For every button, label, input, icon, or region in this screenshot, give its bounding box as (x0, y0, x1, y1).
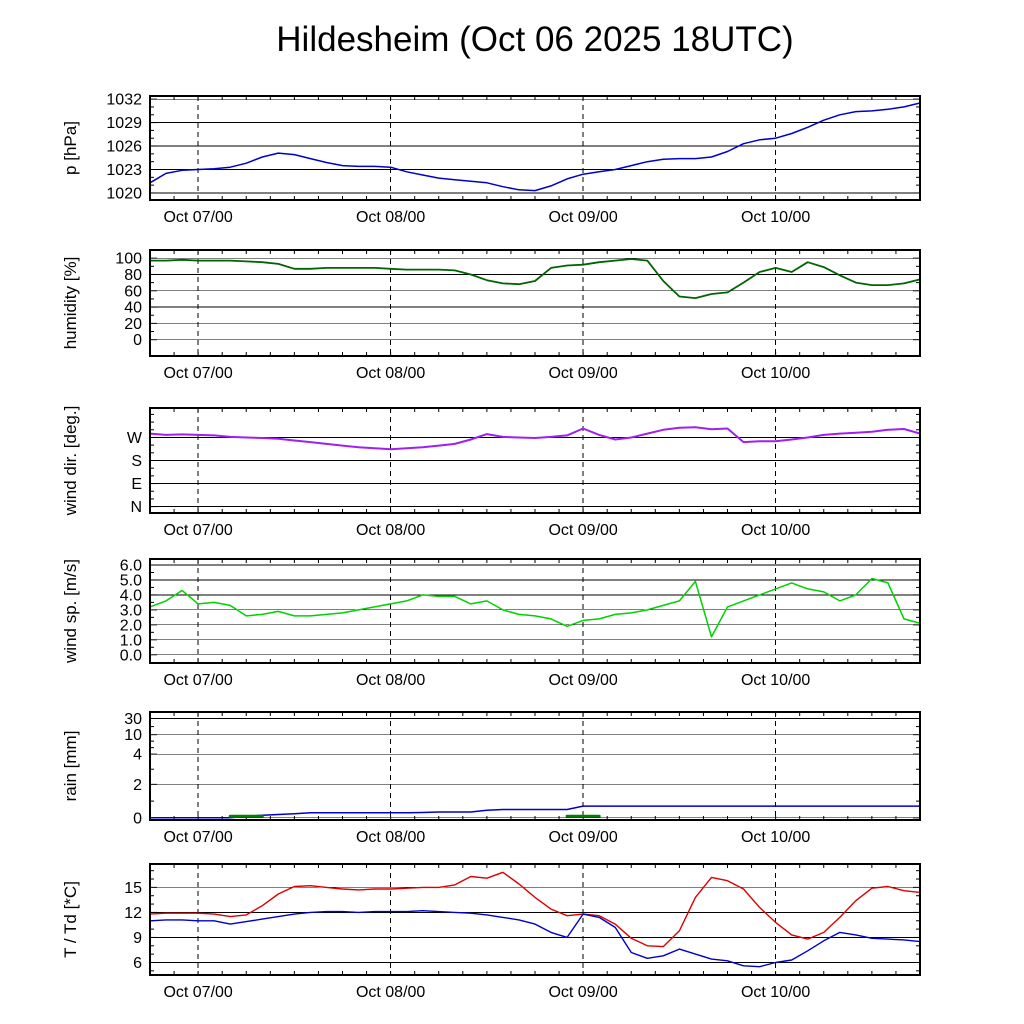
y-axis-label: p [hPa] (61, 121, 80, 175)
y-tick-label: 30 (124, 711, 142, 728)
x-tick-label: Oct 08/00 (356, 522, 425, 539)
y-tick-label: 1029 (106, 115, 142, 132)
series-wind-speed (150, 577, 920, 638)
y-tick-label: 0 (133, 332, 142, 349)
panel-frame (149, 407, 921, 514)
y-axis-label: T / Td [*C] (61, 881, 80, 958)
x-tick-label: Oct 07/00 (163, 984, 232, 1001)
series-wind-direction (150, 426, 920, 451)
y-axis-label: humidity [%] (61, 257, 80, 350)
y-tick-label: W (127, 430, 143, 447)
y-tick-label: 5.0 (120, 572, 142, 589)
panel-frame (149, 249, 921, 357)
series-pressure (150, 102, 920, 192)
y-tick-label: 80 (124, 267, 142, 284)
y-tick-label: S (131, 453, 142, 470)
x-tick-label: Oct 10/00 (741, 829, 810, 846)
y-tick-label: 2 (133, 777, 142, 794)
y-tick-label: 3.0 (120, 602, 142, 619)
series-humidity (150, 258, 920, 299)
panel-wind-speed: 6.05.04.03.02.01.00.0 Oct 07/00 Oct 08/00 O… (61, 557, 921, 689)
x-tick-label: Oct 08/00 (356, 209, 425, 226)
y-tick-label: 2.0 (120, 617, 142, 634)
panel-pressure: 1020 1023 1026 1029 1032 Oct 07/00 Oct 08/00 Oc… (61, 92, 921, 226)
x-tick-label: Oct 09/00 (548, 829, 617, 846)
y-tick-label: 1032 (106, 92, 142, 109)
x-tick-label: Oct 09/00 (548, 522, 617, 539)
x-tick-label: Oct 07/00 (163, 209, 232, 226)
y-tick-label: 4.0 (120, 587, 142, 604)
x-tick-label: Oct 09/00 (548, 672, 617, 689)
x-tick-label: Oct 09/00 (548, 365, 617, 382)
y-tick-label: 100 (115, 251, 142, 268)
x-tick-label: Oct 10/00 (741, 522, 810, 539)
y-tick-label: 10 (124, 727, 142, 744)
x-tick-label: Oct 09/00 (548, 984, 617, 1001)
y-axis-label: wind dir. [deg.] (61, 406, 80, 517)
panel-frame (149, 711, 921, 821)
y-tick-label: 6 (133, 955, 142, 972)
y-tick-label: E (131, 476, 142, 493)
y-tick-label: 60 (124, 283, 142, 300)
x-tick-label: Oct 10/00 (741, 672, 810, 689)
x-tick-label: Oct 10/00 (741, 365, 810, 382)
series-temperature (150, 871, 920, 948)
x-tick-label: Oct 10/00 (741, 984, 810, 1001)
y-tick-label: 20 (124, 316, 142, 333)
panel-frame (149, 558, 921, 664)
y-tick-label: 6.0 (120, 557, 142, 574)
chart-title: Hildesheim (Oct 06 2025 18UTC) (276, 20, 794, 59)
y-tick-label: 15 (124, 880, 142, 897)
y-tick-label: 1023 (106, 162, 142, 179)
x-tick-label: Oct 08/00 (356, 365, 425, 382)
panel-frame (149, 95, 921, 201)
series-dewpoint (150, 910, 920, 968)
y-tick-label: N (130, 499, 142, 516)
y-tick-label: 9 (133, 930, 142, 947)
y-axis-label: rain [mm] (61, 731, 80, 802)
y-tick-label: 0 (133, 810, 142, 827)
x-tick-label: Oct 07/00 (163, 672, 232, 689)
panel-temperature: 15 12 9 6 Oct 07/00 Oct 08/00 Oct 09/00 Oct 10/… (61, 863, 921, 1001)
x-tick-label: Oct 10/00 (741, 209, 810, 226)
x-tick-label: Oct 07/00 (163, 522, 232, 539)
y-tick-label: 1.0 (120, 632, 142, 649)
y-tick-label: 1026 (106, 139, 142, 156)
x-tick-label: Oct 09/00 (548, 209, 617, 226)
x-tick-label: Oct 07/00 (163, 365, 232, 382)
y-tick-label: 4 (133, 747, 142, 764)
y-axis-label: wind sp. [m/s] (61, 559, 80, 664)
series-rain-accumulated (150, 805, 920, 819)
y-tick-label: 12 (124, 905, 142, 922)
x-tick-label: Oct 08/00 (356, 829, 425, 846)
y-tick-label: 0.0 (120, 647, 142, 664)
x-tick-label: Oct 08/00 (356, 984, 425, 1001)
y-tick-label: 40 (124, 300, 142, 317)
x-tick-label: Oct 08/00 (356, 672, 425, 689)
panel-frame (149, 863, 921, 976)
y-tick-label: 1020 (106, 185, 142, 202)
x-tick-label: Oct 07/00 (163, 829, 232, 846)
